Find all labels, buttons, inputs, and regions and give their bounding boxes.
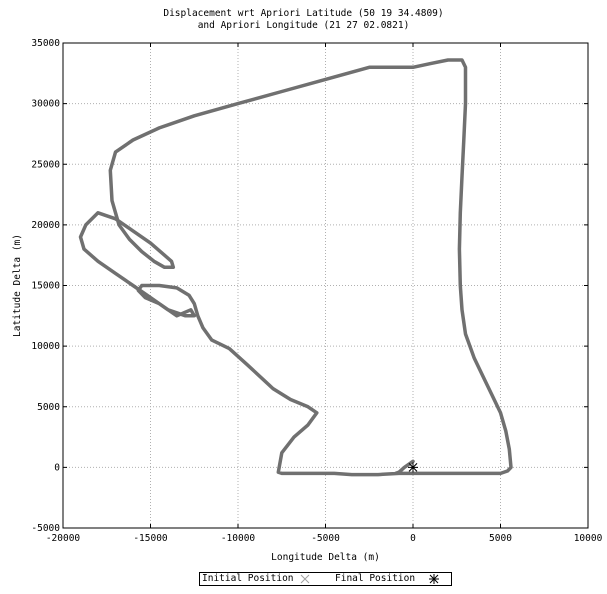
- y-tick-label: 0: [54, 462, 60, 473]
- final-position-marker: [408, 462, 418, 473]
- y-tick-label: 35000: [31, 38, 60, 49]
- legend-initial-label: Initial Position: [202, 573, 294, 584]
- y-tick-label: 15000: [31, 281, 60, 292]
- legend-star-marker-icon: [429, 574, 439, 584]
- y-tick-label: -5000: [31, 523, 60, 534]
- x-tick-label: 10000: [574, 533, 603, 544]
- chart-title-line2: and Apriori Longitude (21 27 02.0821): [197, 20, 410, 31]
- x-tick-label: -5000: [311, 533, 340, 544]
- y-axis-label: Latitude Delta (m): [12, 234, 23, 337]
- x-tick-label: 5000: [489, 533, 512, 544]
- track-line: [78, 58, 513, 477]
- y-tick-label: 25000: [31, 159, 60, 170]
- y-tick-label: 20000: [31, 220, 60, 231]
- y-tick-label: 30000: [31, 99, 60, 110]
- x-tick-label: -10000: [221, 533, 256, 544]
- y-tick-label: 10000: [31, 341, 60, 352]
- y-tick-label: 5000: [37, 402, 60, 413]
- legend-x-marker-icon: [300, 574, 310, 584]
- x-tick-label: 0: [410, 533, 416, 544]
- x-tick-label: -15000: [133, 533, 168, 544]
- legend-final-label: Final Position: [335, 573, 416, 584]
- legend: Initial Position Final Position: [199, 572, 452, 586]
- x-axis-label: Longitude Delta (m): [271, 552, 380, 563]
- chart-title-line1: Displacement wrt Apriori Latitude (50 19…: [163, 8, 444, 19]
- x-tick-label: -20000: [46, 533, 81, 544]
